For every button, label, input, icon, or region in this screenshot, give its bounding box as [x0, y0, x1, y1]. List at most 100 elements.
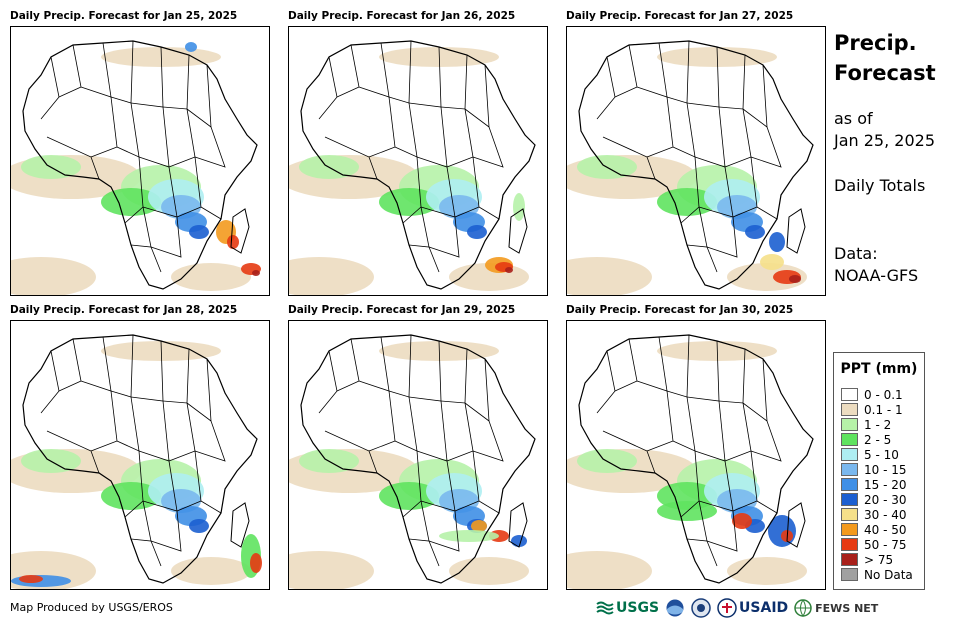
globe-icon — [794, 599, 812, 617]
precip-area — [505, 267, 513, 273]
africa-map — [289, 334, 536, 589]
country-border — [368, 390, 396, 452]
madagascar-outline — [786, 502, 806, 548]
fewsnet-wordmark: FEWS NET — [815, 601, 879, 615]
precip-map — [288, 320, 548, 590]
legend-item: 20 - 30 — [841, 493, 907, 508]
precip-area — [379, 482, 439, 510]
country-border — [706, 510, 738, 552]
country-border — [750, 126, 782, 168]
as-of-text: as of Jan 25, 2025 — [834, 108, 935, 152]
data-source-text: Data: NOAA-GFS — [834, 243, 918, 287]
daily-totals-text: Daily Totals — [834, 176, 926, 195]
legend-swatch — [841, 508, 858, 521]
country-border — [464, 358, 490, 422]
legend-label: 5 - 10 — [864, 448, 899, 462]
legend-label: 0.1 - 1 — [864, 403, 903, 417]
as-of-line1: as of — [834, 109, 873, 128]
map-title: Daily Precip. Forecast for Jan 28, 2025 — [10, 304, 238, 316]
precip-area — [11, 257, 96, 295]
country-border — [90, 390, 118, 452]
coastline — [300, 334, 536, 584]
precip-legend: PPT (mm) 0 - 0.1 0.1 - 1 1 - 2 2 - 5 5 -… — [833, 352, 925, 590]
precip-map — [10, 320, 270, 590]
precip-map — [10, 26, 270, 296]
usgs-wave-icon — [596, 601, 614, 615]
africa-map — [11, 334, 262, 589]
country-border — [416, 400, 448, 462]
precip-area — [171, 557, 251, 585]
precip-area — [289, 551, 374, 589]
precip-area — [789, 275, 801, 283]
precip-area — [189, 519, 209, 533]
legend-item: No Data — [841, 568, 913, 583]
country-border — [168, 108, 196, 168]
country-border — [428, 246, 440, 273]
madagascar-outline — [230, 502, 250, 548]
precip-area — [379, 188, 439, 216]
map-title: Daily Precip. Forecast for Jan 27, 2025 — [566, 10, 794, 22]
legend-item: 15 - 20 — [841, 478, 907, 493]
precip-area — [101, 482, 161, 510]
country-border — [596, 56, 616, 120]
country-border — [194, 126, 226, 168]
country-border — [472, 420, 504, 462]
legend-item: 0 - 0.1 — [841, 388, 903, 403]
country-border — [200, 206, 222, 220]
noaa-emblem-icon — [665, 598, 685, 618]
precip-area — [250, 553, 262, 573]
precip-area — [769, 232, 785, 252]
legend-swatch — [841, 478, 858, 491]
precip-area — [227, 235, 239, 249]
country-border — [636, 336, 668, 392]
country-border — [706, 540, 718, 567]
legend-label: 30 - 40 — [864, 508, 907, 522]
legend-item: 30 - 40 — [841, 508, 907, 523]
country-border — [168, 402, 196, 462]
legend-swatch — [841, 463, 858, 476]
country-border — [336, 44, 360, 98]
country-border — [150, 540, 162, 567]
country-border — [724, 402, 752, 462]
legend-swatch — [841, 403, 858, 416]
precip-area — [727, 557, 807, 585]
legend-label: 40 - 50 — [864, 523, 907, 537]
legend-label: No Data — [864, 568, 913, 582]
legend-swatch — [841, 568, 858, 581]
precip-area — [252, 270, 260, 276]
country-border — [646, 390, 674, 452]
country-border — [200, 500, 222, 514]
country-border — [80, 336, 112, 392]
precip-area — [439, 530, 499, 542]
coastline — [578, 40, 814, 290]
precip-area — [745, 225, 765, 239]
usaid-wordmark: USAID — [739, 600, 789, 616]
precip-area — [189, 225, 209, 239]
precip-area — [185, 42, 197, 52]
madagascar-outline — [508, 208, 528, 254]
country-border — [58, 338, 82, 392]
madagascar-outline — [230, 208, 250, 254]
country-border — [750, 420, 782, 462]
data-source-line1: Data: — [834, 244, 878, 263]
country-border — [324, 136, 378, 180]
country-border — [446, 108, 474, 168]
country-border — [138, 106, 170, 168]
country-border — [116, 102, 140, 158]
country-border — [478, 500, 500, 514]
as-of-line2: Jan 25, 2025 — [834, 131, 935, 150]
legend-swatch — [841, 448, 858, 461]
precip-area — [19, 575, 43, 583]
precip-area — [657, 188, 717, 216]
country-border — [602, 430, 656, 474]
coastline — [300, 40, 536, 290]
precip-area — [567, 551, 652, 589]
country-border — [368, 96, 396, 158]
country-border — [742, 64, 768, 128]
usgs-logo: USGS — [596, 600, 659, 616]
country-border — [446, 402, 474, 462]
country-border — [394, 102, 418, 158]
country-border — [324, 430, 378, 474]
legend-label: 0 - 0.1 — [864, 388, 903, 402]
country-border — [724, 108, 752, 168]
